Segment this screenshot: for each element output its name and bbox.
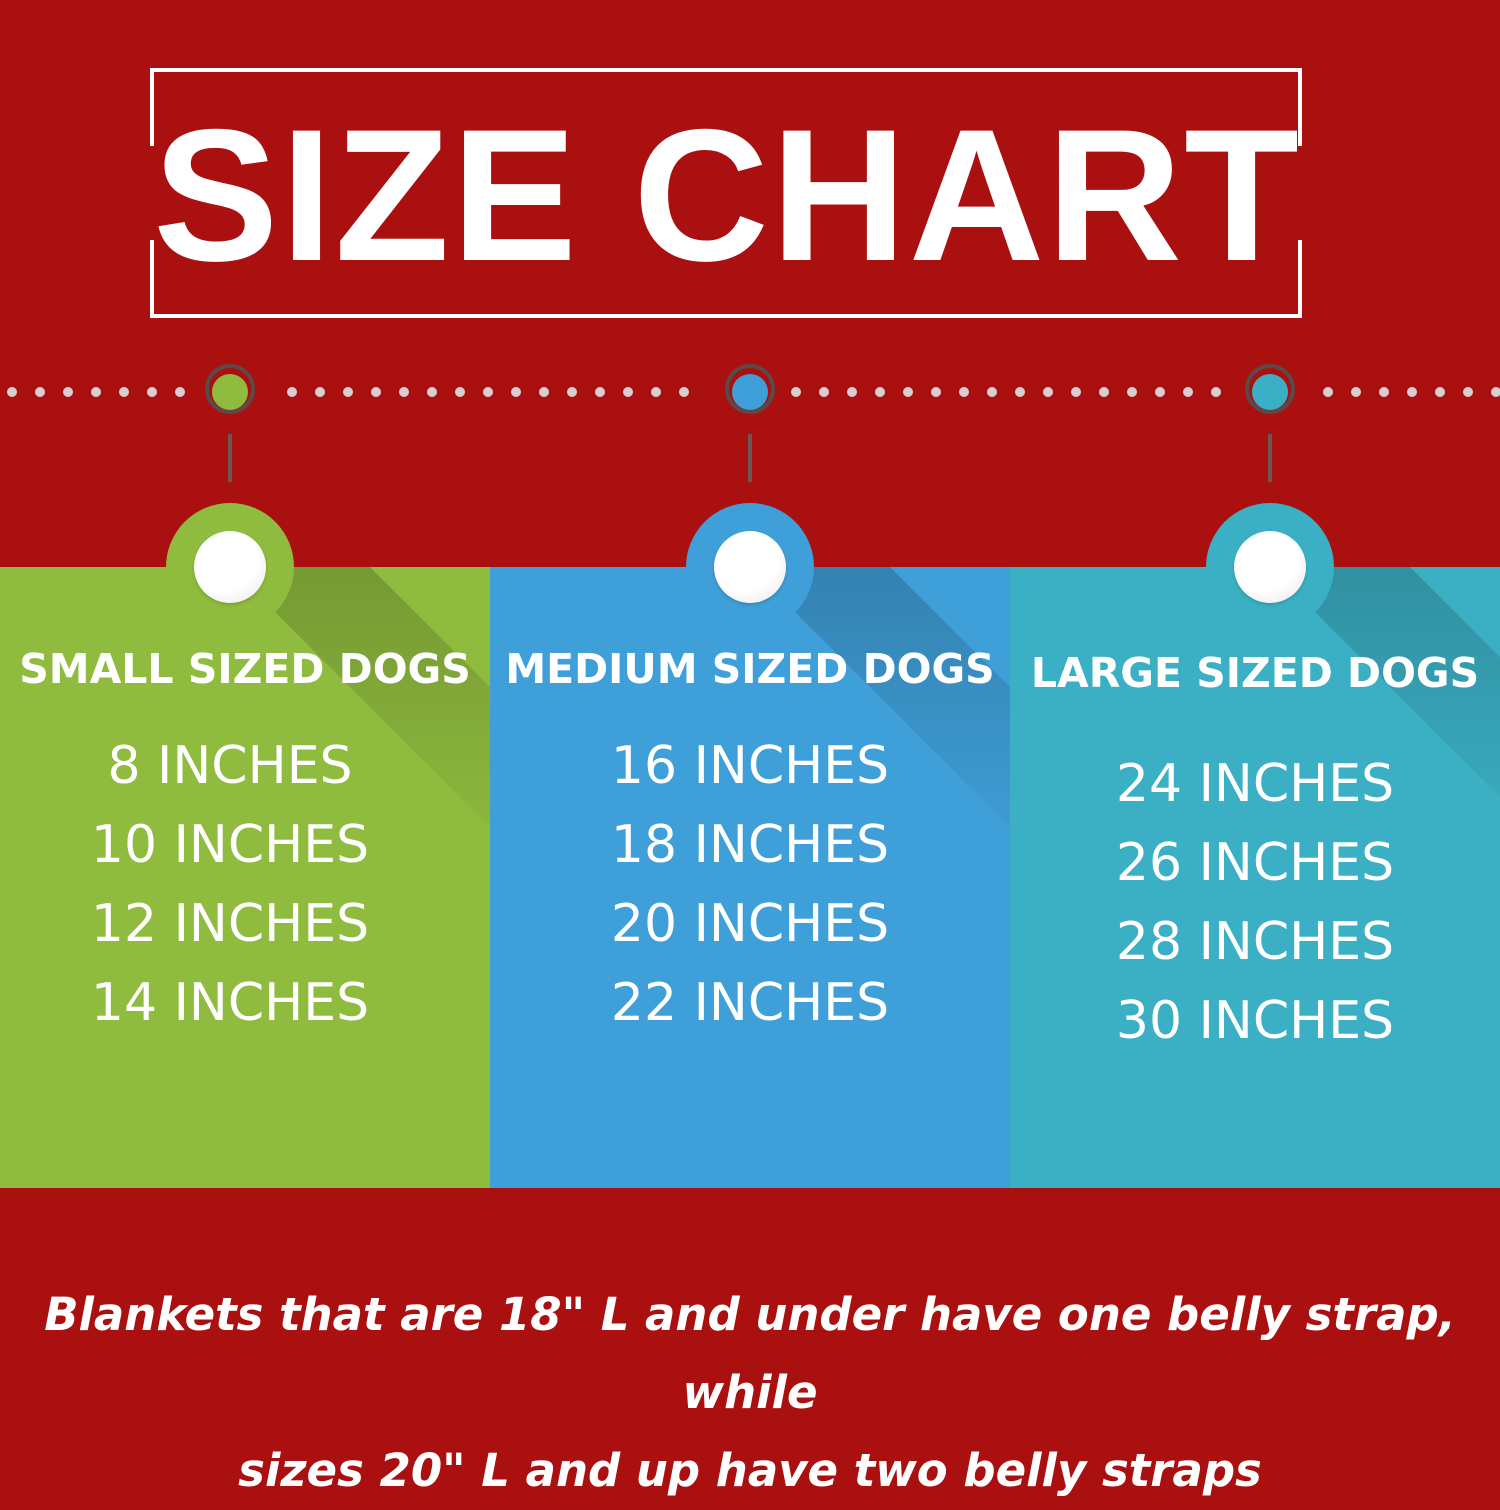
size-item: 30 INCHES	[1115, 991, 1395, 1051]
frame-right-bottom	[1298, 240, 1302, 318]
frame-bottom	[152, 314, 1302, 318]
timeline-dot	[1183, 387, 1193, 397]
timeline-dot	[875, 387, 885, 397]
timeline-node-ring	[1245, 364, 1295, 414]
timeline-dot	[315, 387, 325, 397]
timeline-dot	[287, 387, 297, 397]
size-item: 26 INCHES	[1115, 833, 1395, 893]
timeline-dot	[511, 387, 521, 397]
panel-large: LARGE SIZED DOGS 24 INCHES 26 INCHES 28 …	[1010, 567, 1500, 1188]
timeline-dot	[371, 387, 381, 397]
timeline-dot	[931, 387, 941, 397]
timeline-dot	[1015, 387, 1025, 397]
timeline-dot	[1323, 387, 1333, 397]
timeline-dot	[959, 387, 969, 397]
timeline-dot	[63, 387, 73, 397]
frame-left-bottom	[150, 240, 154, 318]
timeline-connector	[228, 434, 232, 482]
timeline-dot	[91, 387, 101, 397]
panel-heading: SMALL SIZED DOGS	[19, 645, 471, 693]
timeline-dot	[819, 387, 829, 397]
timeline-dot	[1127, 387, 1137, 397]
panel-heading: MEDIUM SIZED DOGS	[505, 645, 995, 693]
timeline-dot	[595, 387, 605, 397]
timeline-connector	[748, 434, 752, 482]
timeline-dot	[1463, 387, 1473, 397]
timeline-dot	[539, 387, 549, 397]
panel-medium: MEDIUM SIZED DOGS 16 INCHES 18 INCHES 20…	[490, 567, 1010, 1188]
size-item: 20 INCHES	[610, 894, 890, 954]
timeline-dot	[147, 387, 157, 397]
frame-left-top	[150, 68, 154, 146]
pin-ball-icon	[714, 531, 786, 603]
timeline-dot	[399, 387, 409, 397]
size-item: 8 INCHES	[107, 736, 353, 796]
timeline-dot	[1351, 387, 1361, 397]
timeline-dot	[119, 387, 129, 397]
page-title: SIZE CHART	[153, 90, 1301, 300]
size-item: 24 INCHES	[1115, 754, 1395, 814]
timeline-dot	[847, 387, 857, 397]
panel-small: SMALL SIZED DOGS 8 INCHES 10 INCHES 12 I…	[0, 567, 490, 1188]
timeline-dot	[1407, 387, 1417, 397]
timeline-dot	[651, 387, 661, 397]
timeline-dot	[987, 387, 997, 397]
pin-ball-icon	[1234, 531, 1306, 603]
timeline-dot	[791, 387, 801, 397]
timeline-dot	[175, 387, 185, 397]
timeline-node	[212, 374, 248, 410]
timeline-node	[1252, 374, 1288, 410]
timeline-connector	[1268, 434, 1272, 482]
size-item: 14 INCHES	[90, 973, 370, 1033]
timeline-dot	[7, 387, 17, 397]
timeline-dot	[455, 387, 465, 397]
timeline-dot	[623, 387, 633, 397]
panel-heading: LARGE SIZED DOGS	[1030, 649, 1480, 697]
size-item: 22 INCHES	[610, 973, 890, 1033]
size-item: 28 INCHES	[1115, 912, 1395, 972]
frame-right-top	[1298, 68, 1302, 146]
timeline-dot	[1211, 387, 1221, 397]
size-item: 10 INCHES	[90, 815, 370, 875]
timeline-dot	[483, 387, 493, 397]
frame-top	[152, 68, 1302, 72]
timeline-dot	[1435, 387, 1445, 397]
timeline-dot	[427, 387, 437, 397]
size-item: 16 INCHES	[610, 736, 890, 796]
timeline-node-ring	[725, 364, 775, 414]
size-item: 18 INCHES	[610, 815, 890, 875]
pin-ball-icon	[194, 531, 266, 603]
size-list: 16 INCHES 18 INCHES 20 INCHES 22 INCHES	[490, 727, 1010, 1043]
timeline-dot	[1379, 387, 1389, 397]
timeline-node-ring	[205, 364, 255, 414]
footer-line-1: Blankets that are 18" L and under have o…	[44, 1288, 1456, 1419]
timeline-dot	[1071, 387, 1081, 397]
timeline-dot	[679, 387, 689, 397]
timeline-dot	[1043, 387, 1053, 397]
timeline-node	[732, 374, 768, 410]
size-item: 12 INCHES	[90, 894, 370, 954]
timeline-dot	[903, 387, 913, 397]
timeline-dot	[567, 387, 577, 397]
footer-note: Blankets that are 18" L and under have o…	[0, 1276, 1500, 1510]
size-list: 24 INCHES 26 INCHES 28 INCHES 30 INCHES	[1010, 745, 1500, 1061]
size-list: 8 INCHES 10 INCHES 12 INCHES 14 INCHES	[0, 727, 475, 1043]
timeline-dot	[1491, 387, 1500, 397]
footer-line-2: sizes 20" L and up have two belly straps	[238, 1444, 1262, 1497]
timeline-dot	[1155, 387, 1165, 397]
timeline-dot	[1099, 387, 1109, 397]
timeline-dot	[35, 387, 45, 397]
timeline-dot	[343, 387, 353, 397]
